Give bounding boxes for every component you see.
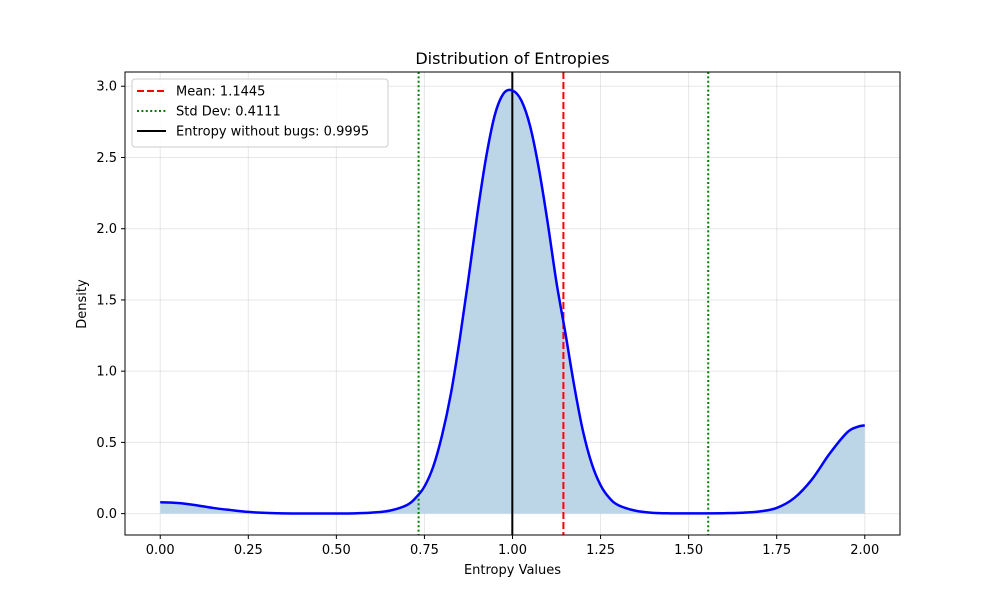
x-tick-label: 1.00	[498, 543, 527, 558]
x-tick-label: 1.75	[762, 543, 791, 558]
y-tick-label: 1.0	[96, 365, 117, 380]
vline-layer	[417, 72, 710, 535]
density-line	[160, 88, 866, 515]
x-tick-label: 0.75	[410, 543, 439, 558]
legend-box	[131, 78, 389, 148]
y-tick-label: 0.5	[96, 436, 117, 451]
legend-label: Std Dev: 0.4111	[176, 105, 281, 120]
x-tick-label: 0.00	[146, 543, 175, 558]
y-tick-label: 1.5	[96, 293, 117, 308]
x-tick-label: 0.25	[234, 543, 263, 558]
legend-label: Mean: 1.1445	[176, 85, 265, 100]
x-tick-label: 2.00	[850, 543, 879, 558]
legend-label: Entropy without bugs: 0.9995	[176, 125, 369, 140]
x-axis: 0.00 0.25 0.50 0.75 1.00 1.25 1.50 1.75 2.00	[146, 535, 879, 558]
chart-title: Distribution of Entropies	[415, 49, 609, 68]
line-layer	[160, 88, 866, 515]
y-axis: 0.0 0.5 1.0 1.5 2.0 2.5 3.0	[96, 80, 125, 522]
y-tick-label: 3.0	[96, 80, 117, 95]
x-tick-label: 0.50	[322, 543, 351, 558]
y-axis-label: Density	[75, 279, 90, 329]
x-axis-label: Entropy Values	[464, 563, 561, 578]
y-tick-label: 0.0	[96, 507, 117, 522]
x-tick-label: 1.50	[674, 543, 703, 558]
y-tick-label: 2.0	[96, 222, 117, 237]
x-tick-label: 1.25	[586, 543, 615, 558]
legend: Mean: 1.1445 Std Dev: 0.4111 Entropy witho…	[131, 78, 389, 148]
y-tick-label: 2.5	[96, 151, 117, 166]
